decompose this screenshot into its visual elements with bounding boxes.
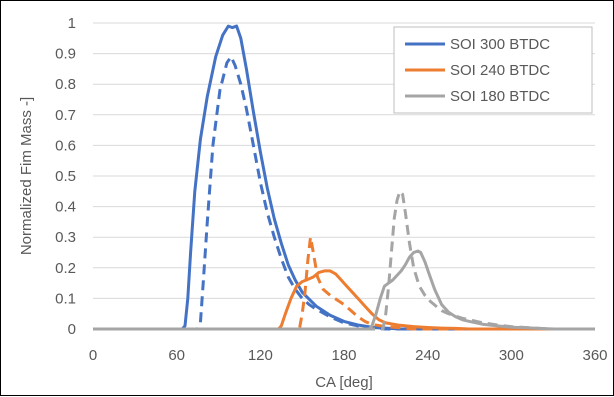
y-tick-label: 0.2	[55, 260, 76, 277]
series-line-0-solid	[93, 24, 595, 331]
y-tick-label: 1	[68, 15, 76, 32]
x-tick-label: 360	[582, 347, 607, 364]
series-line-5-dashed	[93, 189, 595, 331]
y-tick-label: 0.3	[55, 229, 76, 246]
series-line-2-solid	[93, 269, 595, 331]
y-axis-title: Normalized Fim Mass -]	[18, 97, 35, 255]
y-tick-label: 0.4	[55, 199, 76, 216]
legend-label-soi-240: SOI 240 BTDC	[450, 62, 550, 79]
y-tick-label: 0	[68, 321, 76, 338]
y-tick-label: 0.9	[55, 46, 76, 63]
x-tick-label: 240	[415, 347, 440, 364]
y-tick-label: 0.8	[55, 76, 76, 93]
y-tick-label: 0.7	[55, 107, 76, 124]
x-tick-label: 0	[89, 347, 97, 364]
y-tick-label: 0.6	[55, 137, 76, 154]
x-tick-label: 60	[168, 347, 185, 364]
series-line-4-solid	[93, 249, 595, 331]
tick-layer: 0 0.1 0.2 0.3 0.4 0.5 0.6 0.7 0.8 0.9 1 0 60 120 180 24…	[55, 15, 607, 364]
series-line-1-dashed	[93, 55, 595, 331]
y-tick-label: 0.5	[55, 168, 76, 185]
x-tick-label: 120	[248, 347, 273, 364]
legend-label-soi-300: SOI 300 BTDC	[450, 36, 550, 53]
x-tick-label: 300	[499, 347, 524, 364]
series-layer	[93, 24, 595, 331]
x-tick-label: 180	[331, 347, 356, 364]
grid-layer	[93, 22, 595, 299]
legend-label-soi-180: SOI 180 BTDC	[450, 88, 550, 105]
x-axis-title: CA [deg]	[315, 374, 373, 391]
legend: SOI 300 BTDC SOI 240 BTDC SOI 180 BTDC	[393, 26, 593, 114]
y-tick-label: 0.1	[55, 290, 76, 307]
